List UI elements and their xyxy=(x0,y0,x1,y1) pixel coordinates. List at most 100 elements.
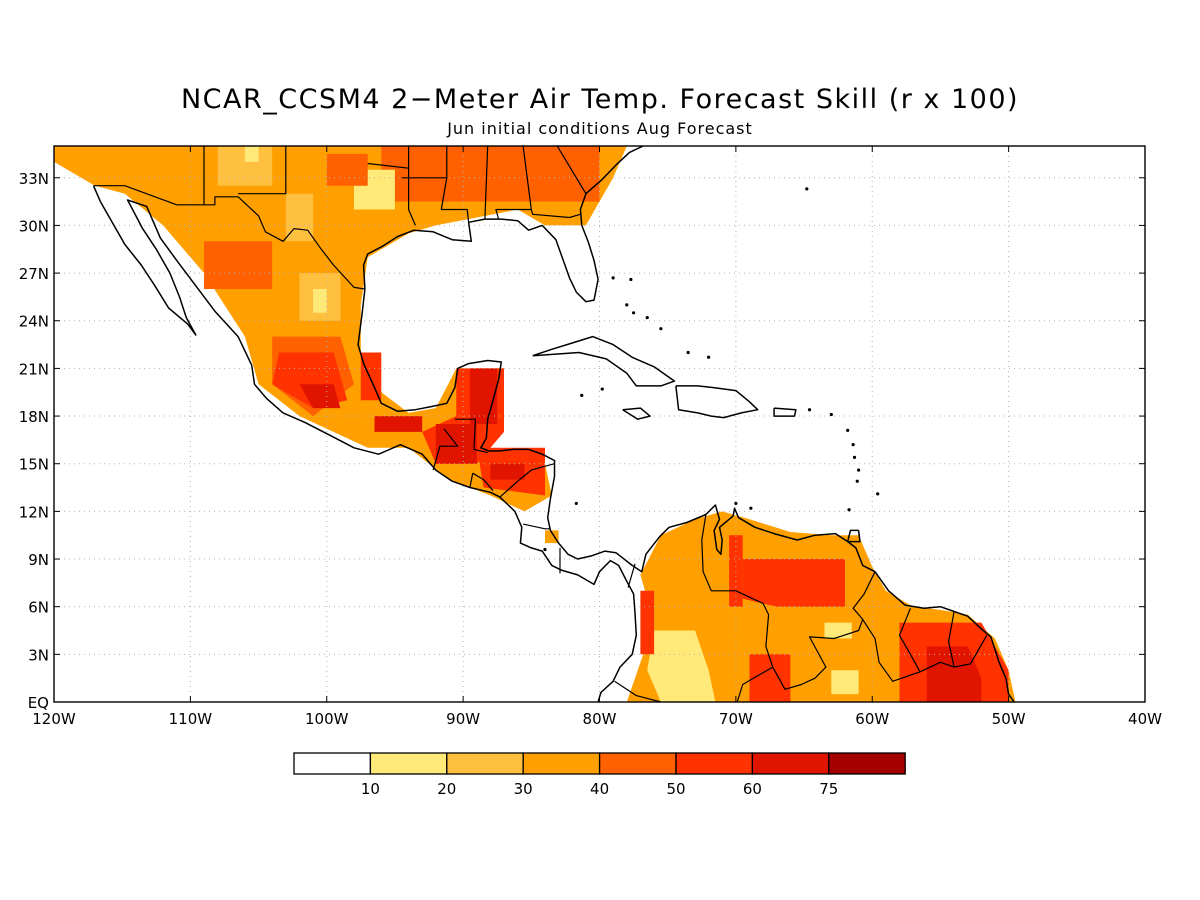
island-12 xyxy=(659,327,663,331)
coastline-0 xyxy=(92,185,638,702)
skill-region-9 xyxy=(313,289,327,313)
state-borders xyxy=(93,146,988,702)
skill-region-22 xyxy=(647,630,716,702)
coastline-7 xyxy=(846,529,861,543)
island-10 xyxy=(625,303,629,307)
border-7 xyxy=(530,209,581,219)
colorbar-label: 40 xyxy=(590,780,609,798)
island-9 xyxy=(631,311,636,315)
colorbar-label: 75 xyxy=(819,780,838,798)
colorbar-label: 60 xyxy=(743,780,762,798)
skill-shading xyxy=(54,146,1016,702)
skill-region-29 xyxy=(926,646,982,702)
border-19 xyxy=(627,563,636,588)
skill-region-13 xyxy=(360,352,382,401)
border-22 xyxy=(862,608,921,682)
skill-region-4 xyxy=(204,241,273,289)
island-6 xyxy=(876,492,880,496)
graticule xyxy=(54,146,1145,702)
border-2 xyxy=(238,146,287,195)
skill-region-16 xyxy=(469,368,498,424)
colorbar-swatch xyxy=(751,752,830,775)
skill-region-14 xyxy=(374,416,423,432)
island-2 xyxy=(852,455,857,459)
border-21 xyxy=(772,571,876,690)
coastline-2 xyxy=(362,146,644,303)
lat-tick-label: EQ xyxy=(28,694,49,712)
island-15 xyxy=(629,277,633,282)
island-8 xyxy=(807,408,812,412)
island-1 xyxy=(851,443,855,447)
lon-tick-label: 70W xyxy=(719,710,753,728)
skill-region-30 xyxy=(749,654,791,702)
colorbar-label: 20 xyxy=(437,780,456,798)
lon-tick-label: 40W xyxy=(1128,710,1162,728)
coastline-5 xyxy=(622,407,651,420)
border-16 xyxy=(499,463,555,498)
skill-region-25 xyxy=(640,590,655,655)
colorbar-swatch xyxy=(522,752,601,775)
lon-tick-label: 80W xyxy=(583,710,617,728)
border-9 xyxy=(367,162,409,169)
lon-tick-label: 90W xyxy=(446,710,480,728)
border-17 xyxy=(522,523,551,530)
border-24 xyxy=(953,635,988,668)
coastline-1 xyxy=(357,288,1015,702)
lat-tick-label: 6N xyxy=(28,599,49,617)
lat-tick-label: 18N xyxy=(19,408,49,426)
skill-region-26 xyxy=(729,535,743,607)
latitude-axis: EQ 3N 6N 9N 12N 15N 18N 21N 24N 27N 30N 33N xyxy=(19,170,1145,712)
island-13 xyxy=(686,350,690,355)
border-0 xyxy=(93,185,365,290)
border-11 xyxy=(473,419,488,454)
lat-tick-label: 21N xyxy=(19,360,49,378)
island-11 xyxy=(645,315,649,320)
coastline-3 xyxy=(532,335,676,387)
skill-region-19 xyxy=(490,463,525,480)
colorbar-swatch xyxy=(446,752,524,775)
coastline-4 xyxy=(675,385,759,419)
skill-region-7 xyxy=(326,153,368,186)
lat-tick-label: 33N xyxy=(19,170,49,188)
skill-region-12 xyxy=(299,384,341,409)
lat-tick-label: 30N xyxy=(19,217,49,235)
island-18 xyxy=(580,393,584,398)
border-14 xyxy=(472,472,494,492)
colorbar-label: 30 xyxy=(514,780,533,798)
island-17 xyxy=(805,187,809,191)
lon-tick-label: 60W xyxy=(855,710,889,728)
island-0 xyxy=(846,428,850,432)
lat-tick-label: 24N xyxy=(19,313,49,331)
colorbar: 10 20 30 40 50 60 75 xyxy=(293,752,906,798)
border-15 xyxy=(469,473,474,488)
colorbar-swatch xyxy=(828,752,906,775)
lon-tick-label: 110W xyxy=(169,710,213,728)
skill-region-3 xyxy=(244,146,259,162)
island-7 xyxy=(829,412,833,417)
island-20 xyxy=(734,501,738,506)
lat-tick-label: 3N xyxy=(28,646,49,664)
colorbar-swatch xyxy=(369,752,448,775)
border-3 xyxy=(408,146,416,226)
border-4 xyxy=(440,146,470,223)
lat-tick-label: 27N xyxy=(19,265,49,283)
colorbar-swatch xyxy=(293,752,372,775)
colorbar-label: 50 xyxy=(666,780,685,798)
map-subtitle: Jun initial conditions Aug Forecast xyxy=(447,119,753,138)
island-4 xyxy=(855,479,859,483)
border-13 xyxy=(432,428,459,471)
longitude-axis: 120W 110W 100W 90W 80W 70W 60W 50W 40W xyxy=(32,146,1162,728)
island-3 xyxy=(857,468,861,472)
lat-tick-label: 15N xyxy=(19,456,49,474)
coastlines xyxy=(92,146,1015,702)
island-14 xyxy=(707,355,711,359)
skill-region-24 xyxy=(824,622,852,639)
lat-tick-label: 12N xyxy=(19,503,49,521)
island-16 xyxy=(611,276,615,280)
coastline-6 xyxy=(773,407,797,417)
island-5 xyxy=(847,508,851,512)
island-23 xyxy=(543,547,547,552)
skill-region-20 xyxy=(545,530,559,544)
colorbar-label: 10 xyxy=(361,780,380,798)
